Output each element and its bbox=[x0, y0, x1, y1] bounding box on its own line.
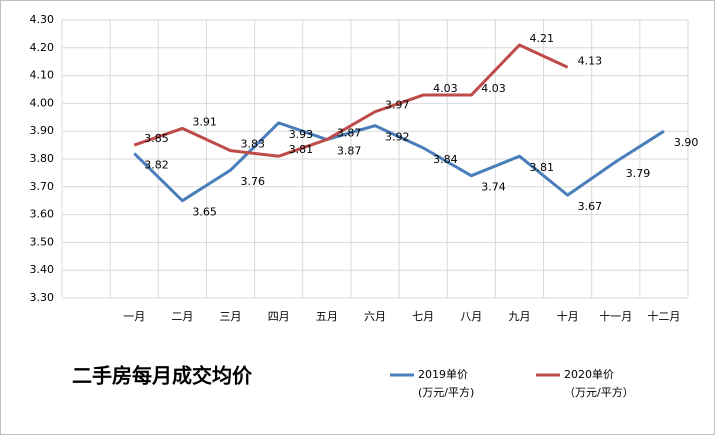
x-tick-label: 六月 bbox=[364, 310, 386, 323]
data-label: 3.82 bbox=[144, 158, 169, 171]
y-tick-label: 3.90 bbox=[30, 124, 55, 137]
x-tick-label: 二月 bbox=[171, 310, 193, 323]
series-line bbox=[133, 43, 569, 158]
x-tick-label: 九月 bbox=[508, 310, 530, 323]
data-label: 3.65 bbox=[192, 206, 217, 219]
data-label: 3.76 bbox=[241, 175, 265, 188]
data-label: 3.81 bbox=[289, 143, 314, 156]
y-tick-label: 4.20 bbox=[30, 41, 55, 54]
data-label: 4.03 bbox=[433, 82, 458, 95]
x-tick-label: 十二月 bbox=[647, 309, 680, 323]
data-label: 3.93 bbox=[289, 128, 314, 141]
data-label: 4.21 bbox=[529, 32, 554, 45]
data-label: 3.92 bbox=[385, 131, 410, 144]
data-label: 3.90 bbox=[674, 136, 699, 149]
y-tick-label: 3.60 bbox=[30, 208, 55, 221]
y-tick-label: 3.50 bbox=[30, 235, 55, 248]
data-label: 3.91 bbox=[192, 115, 217, 128]
x-tick-label: 十月 bbox=[557, 309, 579, 323]
data-label: 4.13 bbox=[578, 54, 603, 67]
x-tick-label: 四月 bbox=[268, 310, 290, 323]
x-tick-label: 八月 bbox=[460, 310, 482, 323]
series-line bbox=[133, 121, 665, 203]
y-tick-label: 3.30 bbox=[30, 291, 55, 304]
legend-label: 2019单价 bbox=[418, 368, 468, 381]
y-tick-label: 4.30 bbox=[30, 13, 55, 26]
data-label: 4.03 bbox=[481, 82, 506, 95]
data-label: 3.67 bbox=[578, 200, 603, 213]
y-tick-label: 4.00 bbox=[30, 96, 55, 109]
x-tick-label: 三月 bbox=[220, 310, 242, 323]
x-tick-label: 一月 bbox=[123, 310, 145, 323]
legend-label: 2020单价 bbox=[564, 368, 614, 381]
data-label: 3.85 bbox=[144, 132, 169, 145]
y-tick-label: 3.70 bbox=[30, 180, 55, 193]
data-label: 3.81 bbox=[529, 161, 554, 174]
legend-unit: (万元/平方) bbox=[418, 385, 474, 399]
y-tick-label: 3.40 bbox=[30, 263, 55, 276]
y-tick-label: 4.10 bbox=[30, 69, 55, 82]
data-label: 3.84 bbox=[433, 153, 458, 166]
x-tick-label: 七月 bbox=[412, 310, 434, 323]
data-label: 3.83 bbox=[241, 138, 265, 151]
data-label: 3.79 bbox=[626, 167, 651, 180]
legend-unit: （万元/平方） bbox=[564, 385, 634, 399]
y-tick-label: 3.80 bbox=[30, 152, 55, 165]
x-tick-label: 十一月 bbox=[599, 309, 632, 323]
data-label: 3.74 bbox=[481, 181, 506, 194]
x-tick-label: 五月 bbox=[316, 310, 338, 323]
data-label: 3.87 bbox=[337, 127, 362, 140]
data-label: 3.97 bbox=[385, 99, 410, 112]
data-label: 3.87 bbox=[337, 145, 362, 158]
chart-title: 二手房每月成交均价 bbox=[72, 364, 253, 388]
